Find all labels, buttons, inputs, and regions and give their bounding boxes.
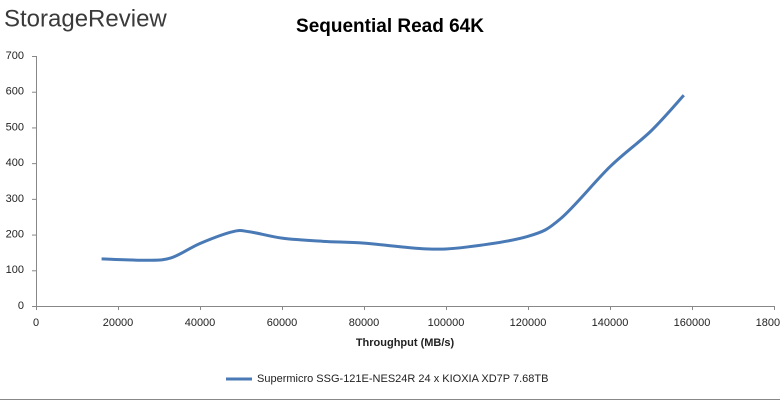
y-tick-label: 100	[6, 264, 24, 276]
y-tick-label: 700	[6, 50, 24, 62]
x-tick-label: 80000	[349, 317, 380, 329]
x-tick-label: 20000	[103, 317, 134, 329]
y-tick-label: 0	[18, 300, 24, 312]
x-tick-label: 40000	[185, 317, 216, 329]
x-tick-label: 60000	[267, 317, 298, 329]
chart-title: Sequential Read 64K	[296, 16, 484, 37]
y-tick-label: 400	[6, 157, 24, 169]
y-tick-label: 500	[6, 121, 24, 133]
x-tick-label: 100000	[428, 317, 465, 329]
legend-label: Supermicro SSG-121E-NES24R 24 x KIOXIA X…	[257, 373, 548, 385]
x-tick-label: 160000	[674, 317, 711, 329]
y-tick-label: 300	[6, 193, 24, 205]
x-tick-label: 120000	[510, 317, 547, 329]
data-line	[101, 94, 685, 262]
x-tick-label: 180000	[756, 317, 780, 329]
y-tick-label: 600	[6, 86, 24, 98]
x-axis-label: Throughput (MB/s)	[356, 337, 455, 349]
y-tick-label: 200	[6, 228, 24, 240]
x-tick-label: 0	[33, 317, 39, 329]
brand-logo: StorageReview	[4, 5, 167, 32]
x-tick-label: 140000	[592, 317, 629, 329]
